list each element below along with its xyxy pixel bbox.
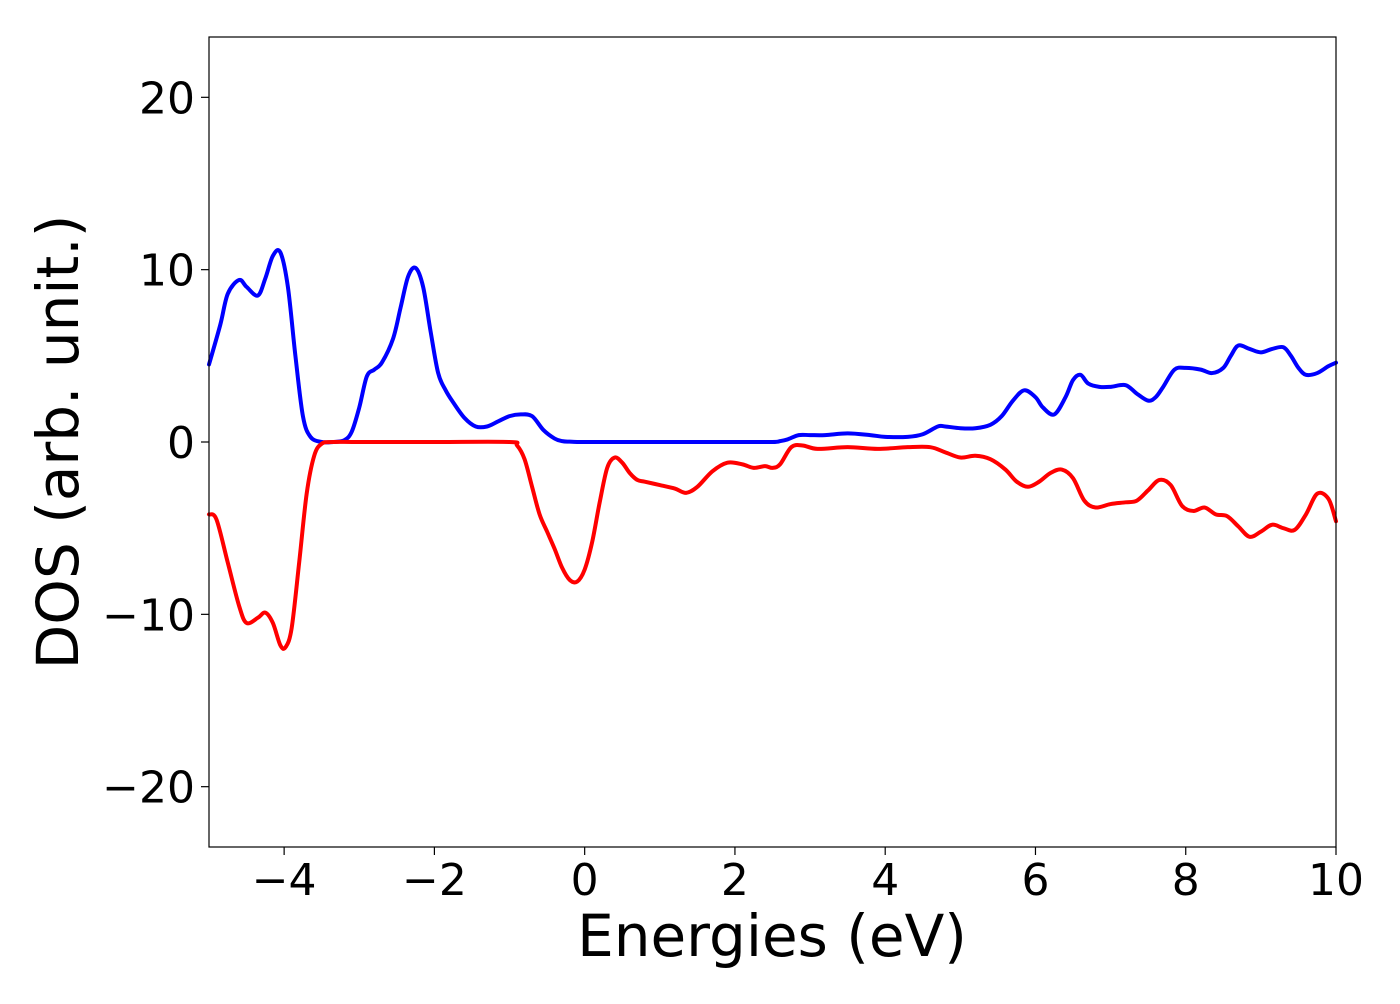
y-tick-label: 0 [167, 418, 195, 469]
x-tick-label: 2 [721, 855, 749, 906]
y-tick-label: 20 [139, 73, 195, 124]
x-tick-label: 10 [1308, 855, 1364, 906]
x-tick-label: 0 [571, 855, 599, 906]
x-tick-label: 8 [1172, 855, 1200, 906]
y-axis-label: DOS (arb. unit.) [24, 215, 92, 670]
y-tick-label: −10 [102, 590, 195, 641]
dos-line-red [207, 439, 1338, 651]
x-tick-label: 6 [1021, 855, 1049, 906]
x-tick-label: −2 [402, 855, 467, 906]
x-tick-label: 4 [871, 855, 899, 906]
y-axis-ticks: −20 −10 0 10 20 [102, 73, 209, 814]
y-tick-label: 10 [139, 246, 195, 297]
y-tick-label: −20 [102, 763, 195, 814]
x-tick-label: −4 [252, 855, 317, 906]
x-axis-label: Energies (eV) [577, 902, 967, 970]
x-axis-ticks: −4 −2 0 2 4 6 8 10 [252, 847, 1364, 906]
series-layer [207, 248, 1338, 651]
dos-line-blue [207, 248, 1338, 445]
